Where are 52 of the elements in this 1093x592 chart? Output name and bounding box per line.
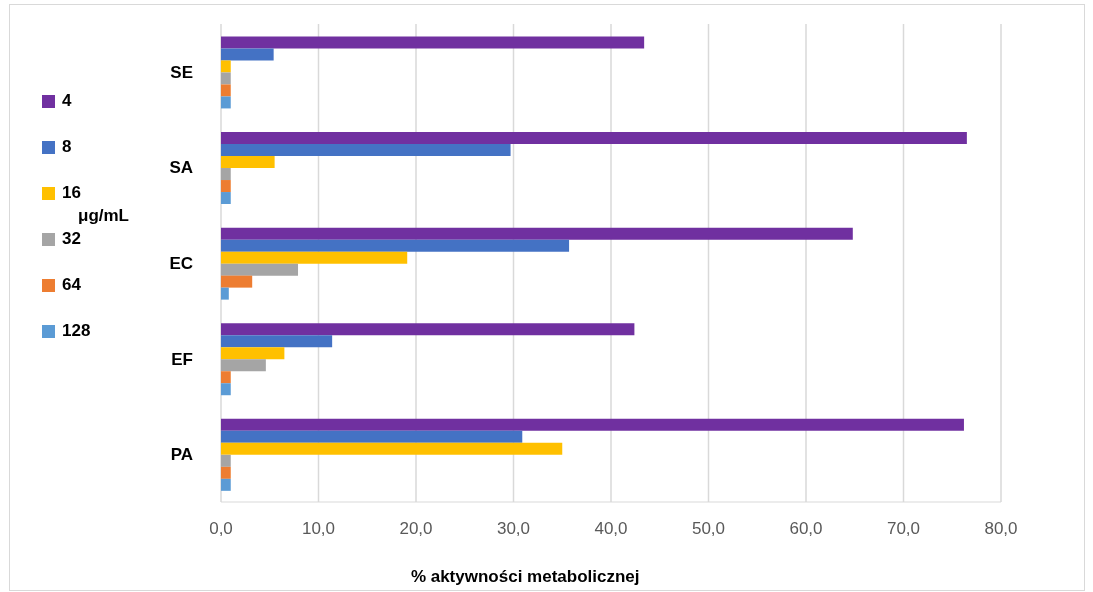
x-tick-label: 20,0 bbox=[399, 519, 433, 539]
bar bbox=[221, 454, 231, 467]
bar bbox=[221, 144, 511, 157]
x-tick-label: 70,0 bbox=[886, 519, 921, 539]
bar bbox=[221, 192, 231, 205]
y-tick-label: SA bbox=[169, 158, 193, 178]
x-tick-label: 0,0 bbox=[209, 519, 233, 539]
bar bbox=[221, 275, 253, 288]
bar bbox=[221, 36, 645, 49]
bar bbox=[221, 335, 333, 348]
bar bbox=[221, 466, 231, 479]
bar bbox=[221, 227, 853, 240]
bar bbox=[221, 478, 231, 491]
legend-title: μg/mL bbox=[78, 205, 130, 227]
bar bbox=[221, 383, 231, 396]
bar bbox=[221, 48, 274, 61]
bar bbox=[221, 263, 299, 276]
x-axis-title: % aktywności metabolicznej bbox=[410, 566, 640, 586]
y-tick-label: EC bbox=[169, 253, 193, 273]
bar bbox=[221, 60, 231, 73]
x-tick-label: 80,0 bbox=[984, 519, 1018, 539]
x-tick-label: 40,0 bbox=[594, 519, 628, 539]
bar bbox=[221, 168, 231, 181]
y-tick-label: EF bbox=[171, 349, 193, 369]
bar bbox=[221, 251, 408, 264]
bar bbox=[221, 430, 523, 443]
legend-label: 4 bbox=[62, 91, 72, 111]
bar bbox=[221, 72, 231, 85]
bar bbox=[221, 287, 229, 300]
legend-label: 32 bbox=[62, 229, 81, 249]
x-tick-label: 50,0 bbox=[691, 519, 726, 539]
bar bbox=[221, 442, 563, 455]
legend-label: 16 bbox=[62, 183, 81, 203]
bar bbox=[221, 180, 231, 193]
bar bbox=[221, 156, 275, 169]
bar bbox=[221, 418, 964, 431]
bar bbox=[221, 132, 967, 145]
bar bbox=[221, 323, 635, 336]
legend-label: 64 bbox=[62, 275, 81, 295]
bar bbox=[221, 359, 266, 372]
y-tick-label: SE bbox=[170, 62, 193, 82]
bar bbox=[221, 371, 231, 384]
bar bbox=[221, 239, 570, 252]
x-tick-label: 10,0 bbox=[301, 519, 336, 539]
x-tick-label: 60,0 bbox=[789, 519, 823, 539]
x-tick-label: 30,0 bbox=[496, 519, 531, 539]
bar bbox=[221, 84, 231, 97]
legend-label: 128 bbox=[62, 321, 91, 341]
bar bbox=[221, 96, 231, 109]
bar bbox=[221, 347, 285, 360]
legend-label: 8 bbox=[62, 137, 72, 157]
y-tick-label: PA bbox=[170, 445, 193, 465]
